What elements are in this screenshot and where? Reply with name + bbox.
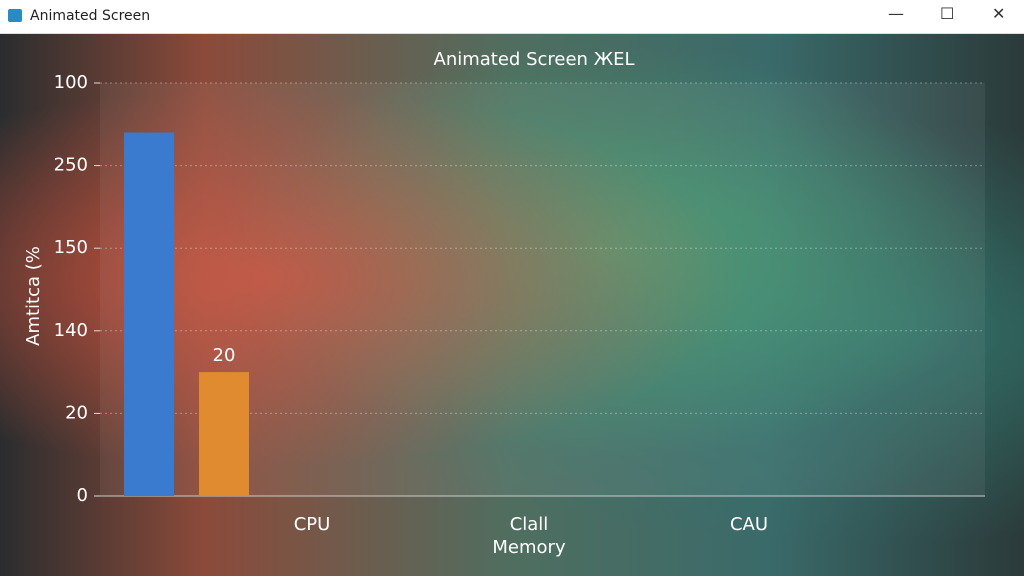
title-bar: Animated Screen — ☐ ✕	[0, 0, 1024, 34]
bar	[199, 372, 249, 496]
window-title: Animated Screen	[30, 8, 151, 24]
y-tick-label: 20	[65, 402, 88, 423]
y-axis-label: Amtitca (%	[23, 246, 44, 346]
close-button[interactable]: ✕	[992, 4, 1006, 23]
y-tick-label: 0	[77, 485, 88, 506]
x-tick-label: CAU	[730, 514, 768, 535]
x-axis-label: Memory	[492, 537, 566, 558]
chart-title: Animated Screen ЖEL	[434, 49, 635, 70]
y-tick-label: 150	[54, 237, 88, 258]
maximize-button[interactable]: ☐	[940, 4, 955, 23]
x-tick-label: CPU	[294, 514, 331, 535]
annotation: 20	[213, 345, 236, 366]
minimize-button[interactable]: —	[888, 4, 904, 23]
y-tick-label: 140	[54, 320, 88, 341]
x-tick-label: Clall	[510, 514, 549, 535]
y-tick-label: 100	[54, 72, 88, 93]
y-tick-label: 250	[54, 155, 88, 176]
app-icon	[8, 9, 22, 22]
bar	[124, 132, 174, 496]
